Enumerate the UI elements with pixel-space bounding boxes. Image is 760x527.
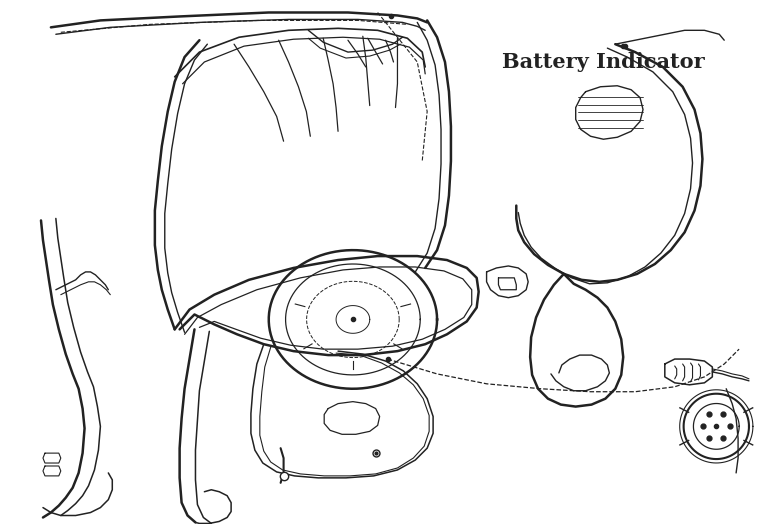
Text: Battery Indicator: Battery Indicator: [502, 52, 705, 72]
